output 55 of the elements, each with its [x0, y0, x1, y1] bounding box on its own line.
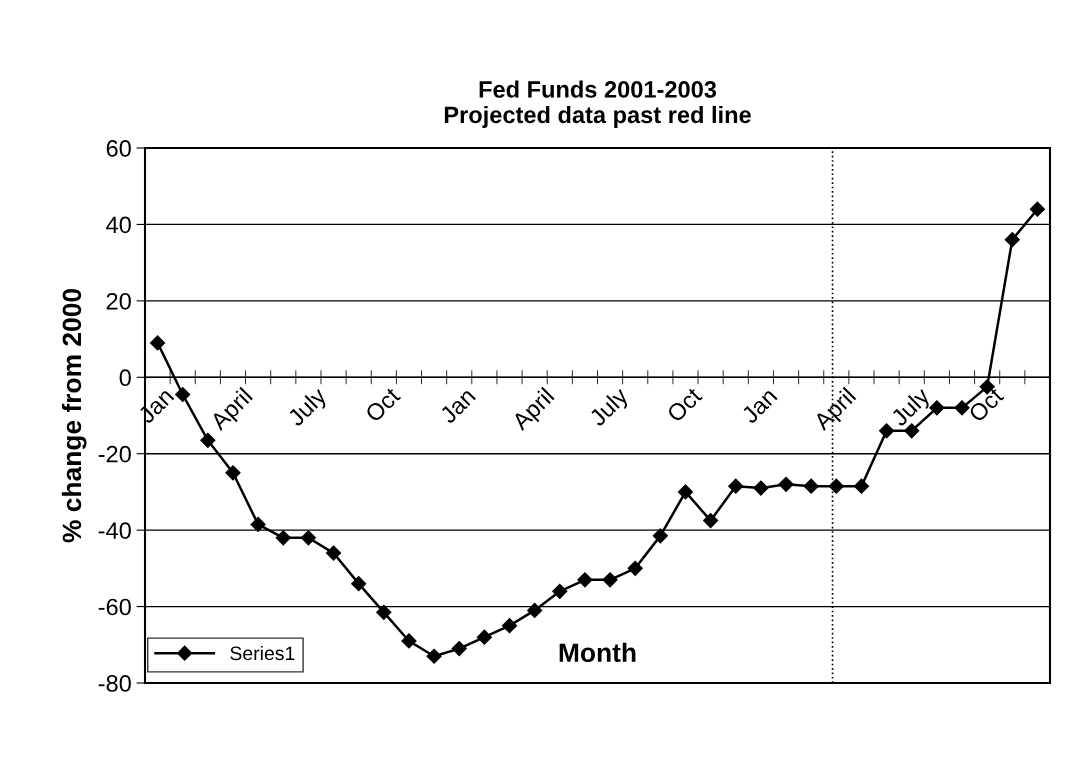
point [149, 335, 166, 351]
y-tick-label: 40 [106, 216, 131, 234]
point [577, 572, 593, 588]
x-tick-label: Jan [137, 387, 175, 425]
y-tick-label: 0 [119, 369, 131, 387]
point [476, 629, 492, 645]
point [200, 432, 216, 448]
x-tick-label: Oct [967, 386, 1005, 424]
x-tick-label: July [889, 385, 935, 431]
point [275, 530, 291, 546]
point [879, 423, 895, 439]
point [853, 478, 870, 494]
point [552, 583, 568, 599]
point [677, 484, 694, 500]
x-tick-label: Jan [438, 387, 477, 425]
point [300, 530, 316, 546]
point [351, 576, 367, 592]
point [652, 528, 668, 544]
point [929, 400, 945, 416]
point [175, 386, 191, 403]
point [954, 400, 970, 416]
chart-title: Fed Funds 2001-2003 Projected data past red line [444, 80, 751, 128]
point [501, 618, 518, 634]
point [1004, 232, 1020, 248]
point [376, 604, 392, 620]
x-tick-label: Jan [740, 387, 778, 425]
point [527, 602, 543, 618]
point [225, 465, 241, 481]
x-tick-label: July [587, 385, 633, 431]
point [451, 641, 467, 657]
x-tick-label: Oct [364, 386, 402, 424]
point [1029, 201, 1046, 217]
point [778, 476, 794, 492]
y-axis-title: % change from 2000 [61, 288, 87, 543]
x-tick-label: Oct [665, 386, 703, 424]
x-tick-label: July [286, 385, 331, 431]
point [728, 478, 744, 494]
point [250, 516, 266, 532]
point [325, 545, 342, 561]
point [703, 513, 719, 529]
point [803, 478, 819, 494]
x-axis-title: Month [559, 642, 636, 663]
y-tick-label: -40 [98, 522, 131, 539]
point [627, 560, 643, 576]
legend-label: Series1 [230, 645, 295, 661]
y-tick-label: 20 [106, 292, 131, 310]
point [426, 648, 442, 664]
y-tick-label: -60 [98, 598, 131, 616]
point [753, 480, 769, 496]
y-tick-label: -80 [98, 675, 131, 692]
point [602, 572, 618, 588]
point [828, 478, 844, 494]
point [401, 633, 417, 649]
y-tick-label: -20 [98, 445, 131, 463]
y-tick-label: 60 [106, 140, 131, 157]
